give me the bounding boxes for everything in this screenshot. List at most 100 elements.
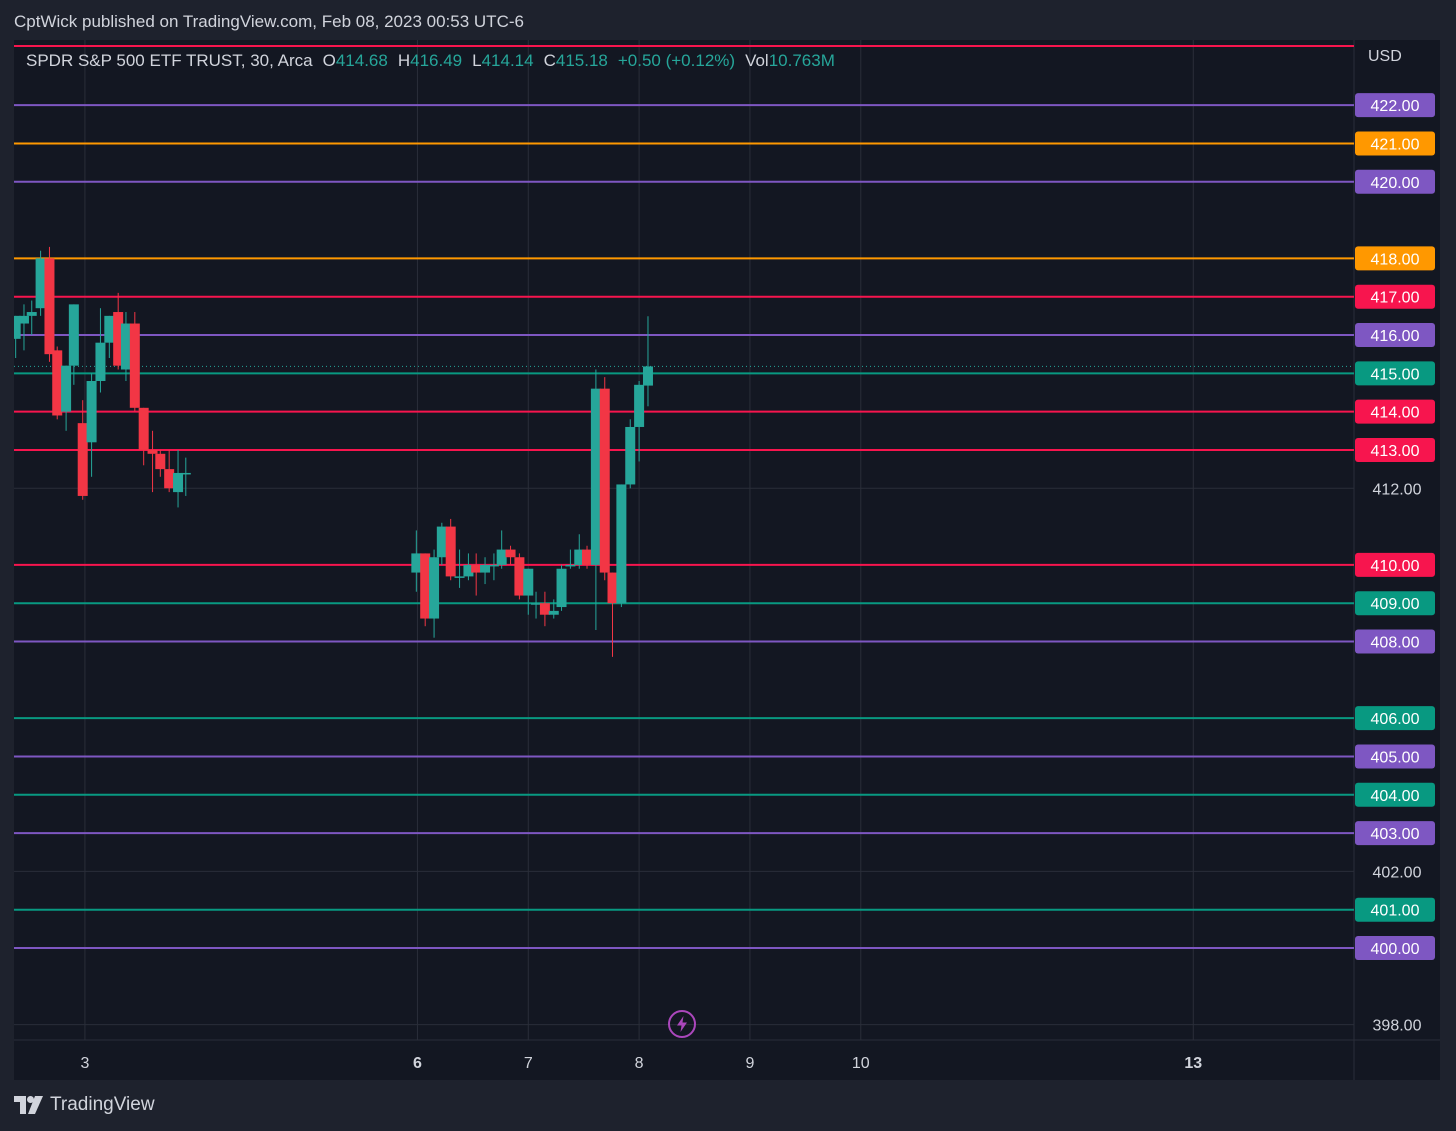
candle-body-up[interactable] bbox=[411, 553, 422, 573]
price-level-label: 418.00 bbox=[1371, 251, 1420, 268]
legend-open-value: 414.68 bbox=[335, 51, 388, 70]
lightning-bolt-icon[interactable] bbox=[667, 1009, 697, 1044]
price-level-badge[interactable] bbox=[1355, 284, 1435, 309]
candle-body-down[interactable] bbox=[514, 557, 525, 596]
candle-body-up[interactable] bbox=[454, 576, 465, 578]
x-tick-label: 7 bbox=[524, 1055, 533, 1072]
x-tick-label: 3 bbox=[80, 1055, 89, 1072]
candle-body-up[interactable] bbox=[68, 304, 79, 366]
candle-body-down[interactable] bbox=[113, 312, 124, 366]
candle-body-up[interactable] bbox=[574, 549, 585, 565]
candle-body-up[interactable] bbox=[429, 557, 440, 619]
candle-body-up[interactable] bbox=[463, 564, 474, 577]
candle-body-down[interactable] bbox=[599, 388, 610, 573]
price-level-badge[interactable] bbox=[1355, 131, 1435, 156]
x-tick-label: 10 bbox=[852, 1055, 870, 1072]
candle-body-down[interactable] bbox=[582, 549, 593, 565]
price-level-badge[interactable] bbox=[1355, 169, 1435, 194]
price-level-badge[interactable] bbox=[1355, 936, 1435, 961]
candle-body-down[interactable] bbox=[129, 323, 140, 408]
candle-body-down[interactable] bbox=[155, 453, 166, 470]
x-tick-label: 8 bbox=[635, 1055, 644, 1072]
footer-bar bbox=[0, 1082, 1456, 1131]
candle-body-down[interactable] bbox=[471, 564, 482, 573]
candle-body-up[interactable] bbox=[548, 610, 559, 615]
candle-body-up[interactable] bbox=[531, 603, 542, 605]
candle-body-up[interactable] bbox=[523, 568, 534, 596]
candle-body-up[interactable] bbox=[556, 568, 567, 608]
price-level-badge[interactable] bbox=[1355, 323, 1435, 348]
candlestick-chart[interactable]: 3 6 7 8 9 10 13 412.00 402.00 398.00 422.00 421.00 4… bbox=[14, 40, 1440, 1080]
price-level-label: 410.00 bbox=[1371, 558, 1420, 575]
price-level-label: 421.00 bbox=[1371, 136, 1420, 153]
price-level-badge[interactable] bbox=[1355, 437, 1435, 462]
candle-body-down[interactable] bbox=[607, 572, 618, 604]
candle-body-up[interactable] bbox=[61, 365, 72, 412]
candle-body-up[interactable] bbox=[590, 388, 601, 565]
brand-name: TradingView bbox=[50, 1094, 155, 1115]
price-level-badge[interactable] bbox=[1355, 361, 1435, 386]
candle-body-up[interactable] bbox=[642, 366, 653, 386]
price-level-label: 404.00 bbox=[1371, 788, 1420, 805]
candle-body-up[interactable] bbox=[616, 484, 627, 604]
candle-body-up[interactable] bbox=[95, 342, 106, 381]
candle-body-down[interactable] bbox=[420, 553, 431, 619]
candle-body-up[interactable] bbox=[496, 549, 507, 565]
price-level-badge[interactable] bbox=[1355, 399, 1435, 424]
chart-frame[interactable]: 3 6 7 8 9 10 13 412.00 402.00 398.00 422.00 421.00 4… bbox=[14, 40, 1440, 1080]
candle-body-down[interactable] bbox=[505, 549, 516, 558]
price-level-badge[interactable] bbox=[1355, 591, 1435, 616]
symbol-legend: SPDR S&P 500 ETF TRUST, 30, Arca O414.68 H… bbox=[26, 51, 835, 71]
candle-body-up[interactable] bbox=[14, 315, 21, 339]
candle-body-down[interactable] bbox=[164, 469, 175, 489]
price-level-label: 401.00 bbox=[1371, 903, 1420, 920]
price-level-badge[interactable] bbox=[1355, 93, 1435, 118]
currency-label[interactable]: USD bbox=[1368, 48, 1402, 65]
price-level-label: 417.00 bbox=[1371, 290, 1420, 307]
candle-body-up[interactable] bbox=[18, 315, 29, 324]
legend-change: +0.50 (+0.12%) bbox=[617, 51, 736, 70]
legend-close-value: 415.18 bbox=[555, 51, 608, 70]
candle-body-down[interactable] bbox=[138, 407, 149, 450]
candle-body-up[interactable] bbox=[488, 564, 499, 567]
candle-body-up[interactable] bbox=[173, 472, 184, 493]
legend-low-label: L bbox=[472, 51, 482, 70]
candle-body-up[interactable] bbox=[35, 258, 46, 309]
price-level-badge[interactable] bbox=[1355, 552, 1435, 577]
candle-body-down[interactable] bbox=[52, 350, 63, 416]
price-level-badge[interactable] bbox=[1355, 629, 1435, 654]
candle-body-up[interactable] bbox=[634, 384, 645, 427]
candle-body-up[interactable] bbox=[86, 380, 97, 443]
candle-body-up[interactable] bbox=[436, 526, 447, 558]
price-level-badge[interactable] bbox=[1355, 246, 1435, 271]
candle-body-down[interactable] bbox=[539, 603, 550, 615]
candle-body-up[interactable] bbox=[180, 472, 191, 475]
candle-body-down[interactable] bbox=[44, 258, 55, 355]
candle-body-up[interactable] bbox=[26, 312, 37, 316]
x-tick-label: 9 bbox=[745, 1055, 754, 1072]
publisher-bar: CptWick published on TradingView.com, Fe… bbox=[0, 0, 1456, 40]
legend-volume-value: 10.763M bbox=[768, 51, 835, 70]
price-level-label: 403.00 bbox=[1371, 826, 1420, 843]
tradingview-logo[interactable]: TradingView bbox=[14, 1094, 155, 1116]
price-level-badge[interactable] bbox=[1355, 821, 1435, 846]
candle-body-up[interactable] bbox=[625, 426, 636, 485]
price-level-badge[interactable] bbox=[1355, 897, 1435, 922]
price-level-label: 405.00 bbox=[1371, 749, 1420, 766]
price-level-badge[interactable] bbox=[1355, 706, 1435, 731]
candle-body-down[interactable] bbox=[445, 526, 456, 577]
candle-body-down[interactable] bbox=[147, 449, 158, 454]
x-tick-label: 13 bbox=[1184, 1055, 1202, 1072]
price-level-label: 420.00 bbox=[1371, 175, 1420, 192]
legend-low-value: 414.14 bbox=[481, 51, 534, 70]
candle-body-up[interactable] bbox=[104, 315, 115, 343]
legend-high-label: H bbox=[397, 51, 411, 70]
legend-symbol: SPDR S&P 500 ETF TRUST, 30, Arca bbox=[26, 51, 313, 70]
price-level-badge[interactable] bbox=[1355, 782, 1435, 807]
candle-body-down[interactable] bbox=[77, 423, 88, 496]
candle-body-up[interactable] bbox=[120, 323, 131, 370]
price-level-badge[interactable] bbox=[1355, 744, 1435, 769]
candle-body-up[interactable] bbox=[565, 564, 576, 567]
price-level-label: 400.00 bbox=[1371, 941, 1420, 958]
candle-body-up[interactable] bbox=[480, 564, 491, 573]
